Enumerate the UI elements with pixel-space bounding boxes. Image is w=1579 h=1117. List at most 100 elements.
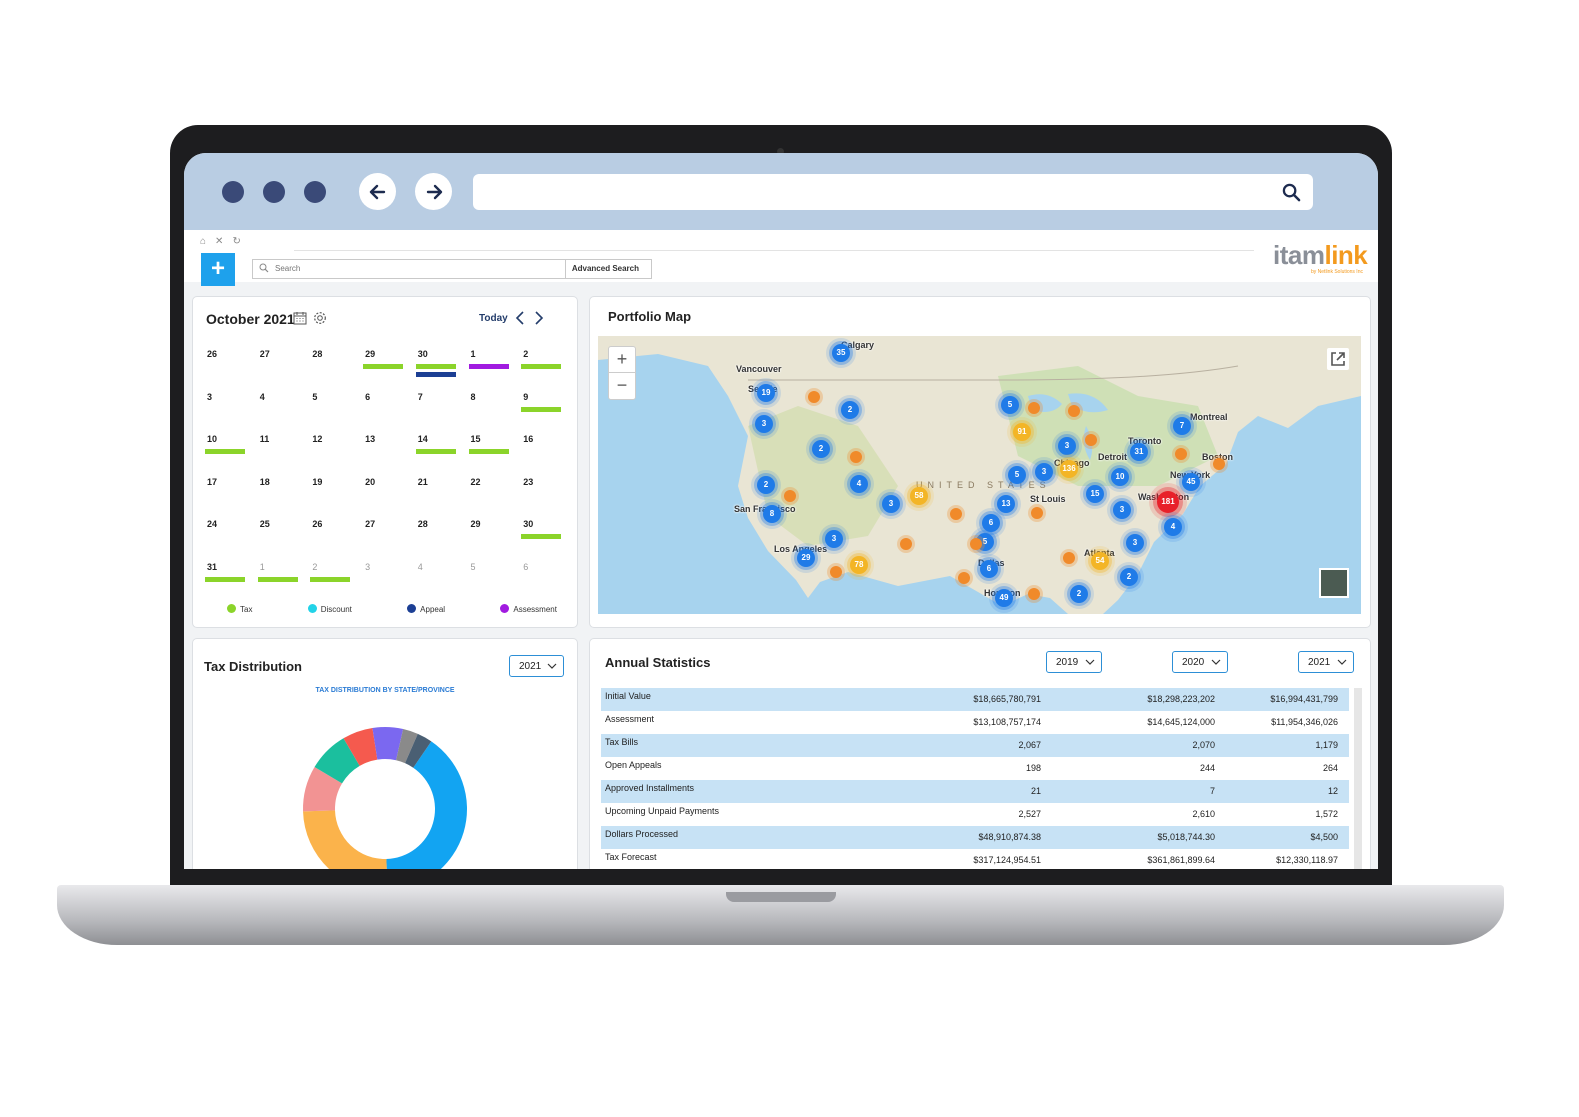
map-cluster-marker[interactable]: 31 xyxy=(1130,443,1148,461)
calendar-day[interactable]: 31 xyxy=(205,562,257,604)
calendar-day[interactable]: 20 xyxy=(363,477,415,519)
next-month-button[interactable] xyxy=(534,311,544,328)
map-cluster-marker[interactable]: 3 xyxy=(825,530,843,548)
map-cluster-marker[interactable]: 35 xyxy=(832,344,850,362)
map-cluster-marker[interactable] xyxy=(970,538,982,550)
today-button[interactable]: Today xyxy=(479,313,508,324)
map-cluster-marker[interactable] xyxy=(1213,458,1225,470)
event-bar-tax[interactable] xyxy=(363,364,404,369)
calendar-day[interactable]: 23 xyxy=(521,477,573,519)
calendar-day[interactable]: 24 xyxy=(205,519,257,561)
external-link-icon[interactable] xyxy=(1327,348,1349,370)
calendar-day[interactable]: 29 xyxy=(363,349,415,391)
donut-slice[interactable] xyxy=(396,729,418,764)
calendar-day[interactable]: 9 xyxy=(521,392,573,434)
event-bar-tax[interactable] xyxy=(521,534,562,539)
satellite-toggle[interactable] xyxy=(1319,568,1349,598)
map-cluster-marker[interactable] xyxy=(958,572,970,584)
event-bar-tax[interactable] xyxy=(310,576,351,582)
map-cluster-marker[interactable]: 7 xyxy=(1173,417,1191,435)
calendar-day[interactable]: 3 xyxy=(363,562,415,604)
calendar-day[interactable]: 22 xyxy=(469,477,521,519)
map-cluster-marker[interactable]: 4 xyxy=(850,475,868,493)
event-bar-appeal[interactable] xyxy=(415,372,456,377)
map-cluster-marker[interactable]: 3 xyxy=(755,415,773,433)
map-cluster-marker[interactable]: 2 xyxy=(841,401,859,419)
calendar-day[interactable]: 8 xyxy=(469,392,521,434)
calendar-day[interactable]: 6 xyxy=(521,562,573,604)
advanced-search-button[interactable]: Advanced Search xyxy=(564,260,651,278)
window-dot-close[interactable] xyxy=(222,181,244,203)
donut-slice[interactable] xyxy=(404,733,432,768)
calendar-day[interactable]: 25 xyxy=(258,519,310,561)
map-cluster-marker[interactable] xyxy=(1028,402,1040,414)
calendar-day[interactable]: 16 xyxy=(521,434,573,476)
map-cluster-marker[interactable] xyxy=(830,566,842,578)
map-cluster-marker[interactable] xyxy=(1031,507,1043,519)
map-cluster-marker[interactable]: 3 xyxy=(882,495,900,513)
map-cluster-marker[interactable]: 3 xyxy=(1035,463,1053,481)
calendar-day[interactable]: 26 xyxy=(310,519,362,561)
window-dot-minimize[interactable] xyxy=(263,181,285,203)
calendar-day[interactable]: 28 xyxy=(416,519,468,561)
map-cluster-marker[interactable]: 8 xyxy=(763,505,781,523)
map-cluster-marker[interactable] xyxy=(1068,405,1080,417)
map-cluster-marker[interactable] xyxy=(900,538,912,550)
event-bar-tax[interactable] xyxy=(205,449,245,454)
donut-slice[interactable] xyxy=(314,738,360,784)
scrollbar[interactable] xyxy=(1354,688,1362,869)
map-cluster-marker[interactable]: 19 xyxy=(757,384,775,402)
calendar-day[interactable]: 11 xyxy=(258,434,310,476)
map-cluster-marker[interactable]: 2 xyxy=(812,440,830,458)
event-bar-assessment[interactable] xyxy=(468,364,509,369)
map-cluster-marker[interactable]: 29 xyxy=(797,549,815,567)
calendar-icon[interactable] xyxy=(293,311,307,325)
tax-year-select[interactable]: 2021 xyxy=(509,655,564,677)
map-cluster-marker[interactable] xyxy=(784,490,796,502)
search-input[interactable] xyxy=(275,261,565,275)
calendar-day[interactable]: 19 xyxy=(310,477,362,519)
map-cluster-marker[interactable]: 58 xyxy=(910,487,928,505)
map-cluster-marker[interactable]: 78 xyxy=(850,556,868,574)
year-select-2[interactable]: 2020 xyxy=(1172,651,1228,673)
map-cluster-marker[interactable]: 181 xyxy=(1157,491,1179,513)
calendar-day[interactable]: 29 xyxy=(469,519,521,561)
event-bar-tax[interactable] xyxy=(205,576,245,582)
calendar-day[interactable]: 10 xyxy=(205,434,257,476)
event-bar-tax[interactable] xyxy=(257,576,298,582)
calendar-day[interactable]: 7 xyxy=(416,392,468,434)
calendar-day[interactable]: 14 xyxy=(415,434,468,476)
year-select-1[interactable]: 2019 xyxy=(1046,651,1102,673)
calendar-day[interactable]: 1 xyxy=(468,349,521,391)
calendar-day[interactable]: 5 xyxy=(310,392,362,434)
map-cluster-marker[interactable]: 91 xyxy=(1013,423,1031,441)
search-icon[interactable] xyxy=(1282,183,1301,202)
calendar-day[interactable]: 2 xyxy=(521,349,573,391)
forward-button[interactable] xyxy=(415,173,452,210)
gear-icon[interactable] xyxy=(313,311,327,325)
event-bar-tax[interactable] xyxy=(521,364,562,369)
event-bar-tax[interactable] xyxy=(521,406,562,412)
map-cluster-marker[interactable] xyxy=(1175,448,1187,460)
donut-slice[interactable] xyxy=(303,810,387,869)
address-bar[interactable] xyxy=(473,174,1313,210)
calendar-day[interactable]: 27 xyxy=(258,349,310,391)
event-bar-tax[interactable] xyxy=(415,364,456,369)
event-bar-tax[interactable] xyxy=(468,449,509,454)
calendar-day[interactable]: 30 xyxy=(521,519,573,561)
map-cluster-marker[interactable]: 6 xyxy=(980,560,998,578)
map-cluster-marker[interactable]: 6 xyxy=(982,514,1000,532)
calendar-day[interactable]: 13 xyxy=(363,434,415,476)
donut-slice[interactable] xyxy=(303,767,343,812)
donut-slice[interactable] xyxy=(386,741,467,869)
calendar-day[interactable]: 6 xyxy=(363,392,415,434)
map-cluster-marker[interactable]: 15 xyxy=(1086,485,1104,503)
map-cluster-marker[interactable]: 2 xyxy=(757,476,775,494)
map-cluster-marker[interactable]: 3 xyxy=(1126,534,1144,552)
map-cluster-marker[interactable]: 13 xyxy=(997,495,1015,513)
prev-month-button[interactable] xyxy=(515,311,525,328)
calendar-day[interactable]: 21 xyxy=(416,477,468,519)
donut-slice[interactable] xyxy=(372,727,404,761)
year-select-3[interactable]: 2021 xyxy=(1298,651,1354,673)
map-cluster-marker[interactable]: 5 xyxy=(1008,466,1026,484)
